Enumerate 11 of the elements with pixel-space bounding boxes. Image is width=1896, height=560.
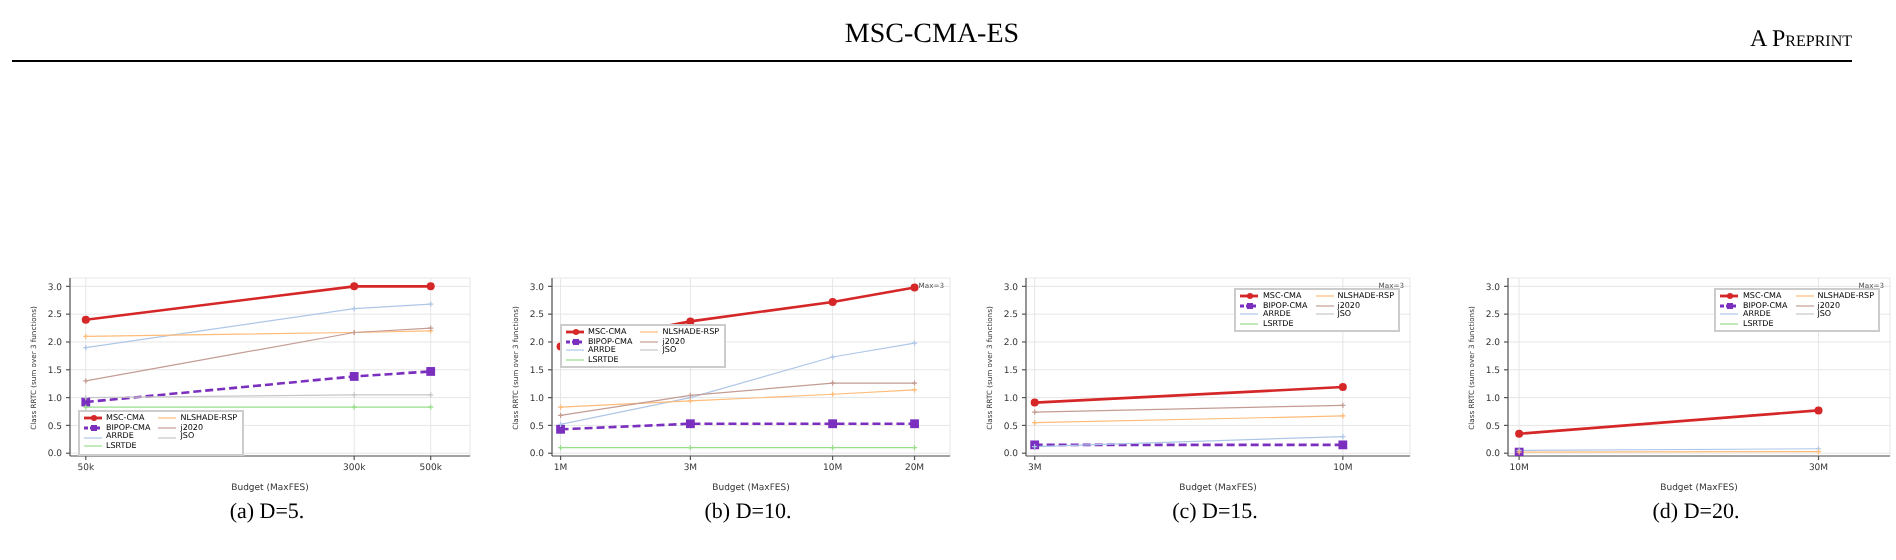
text: (c) D=15. bbox=[1170, 500, 1260, 524]
text: A Preprint bbox=[1749, 24, 1852, 54]
point bbox=[1814, 406, 1823, 415]
text: (a) D=5. bbox=[227, 500, 307, 524]
point bbox=[1515, 429, 1524, 438]
text: (d) D=20. bbox=[1650, 500, 1742, 524]
point bbox=[1030, 398, 1039, 407]
point bbox=[1338, 440, 1348, 450]
text: MSC-CMA-ES bbox=[844, 20, 1020, 50]
text: (b) D=10. bbox=[702, 500, 794, 524]
point bbox=[1338, 383, 1347, 392]
